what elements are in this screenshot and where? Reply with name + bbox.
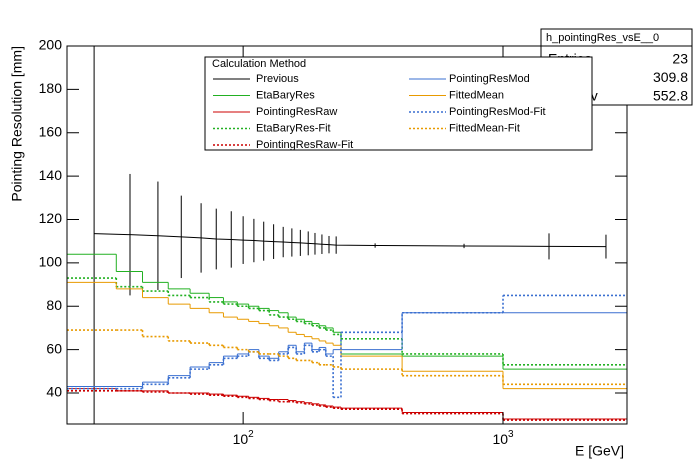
- tick-exponent: 2: [248, 429, 254, 440]
- legend-title: Calculation Method: [212, 58, 306, 70]
- legend-label: FittedMean-Fit: [449, 122, 520, 134]
- y-tick-label: 180: [39, 80, 63, 96]
- y-tick-label: 100: [39, 254, 63, 270]
- stats-value: 309.8: [653, 69, 688, 85]
- legend-label: PointingResMod-Fit: [449, 106, 546, 118]
- y-tick-label: 140: [39, 167, 63, 183]
- y-tick-label: 200: [39, 37, 63, 53]
- y-axis-label: Pointing Resolution [mm]: [9, 46, 25, 202]
- y-tick-label: 40: [46, 384, 62, 400]
- legend-label: EtaBaryRes-Fit: [256, 122, 331, 134]
- x-tick-label: 103: [492, 429, 514, 447]
- legend-label: EtaBaryRes: [256, 89, 315, 101]
- legend-label: FittedMean: [449, 89, 504, 101]
- legend: Calculation Method Previous EtaBaryRes Poin…: [204, 56, 593, 151]
- y-tick-label: 60: [46, 340, 62, 356]
- y-tick-label: 80: [46, 297, 62, 313]
- tick-base: 10: [233, 431, 249, 447]
- stats-value: 23: [672, 51, 688, 67]
- legend-label: PointingResRaw: [256, 106, 337, 118]
- tick-exponent: 3: [508, 429, 514, 440]
- x-tick-label: 102: [233, 429, 255, 447]
- legend-label: Previous: [256, 73, 299, 85]
- legend-frame: [204, 56, 593, 151]
- legend-label: PointingResRaw-Fit: [256, 139, 353, 151]
- plot-area: [67, 46, 627, 424]
- frame: [66, 45, 628, 425]
- stats-title: h_pointingRes_vsE__0: [546, 32, 659, 44]
- tick-base: 10: [492, 431, 508, 447]
- y-tick-label: 160: [39, 123, 63, 139]
- x-axis-label: E [GeV]: [575, 443, 624, 459]
- stats-value: 552.8: [653, 88, 688, 104]
- y-tick-label: 120: [39, 210, 63, 226]
- legend-label: PointingResMod: [449, 73, 530, 85]
